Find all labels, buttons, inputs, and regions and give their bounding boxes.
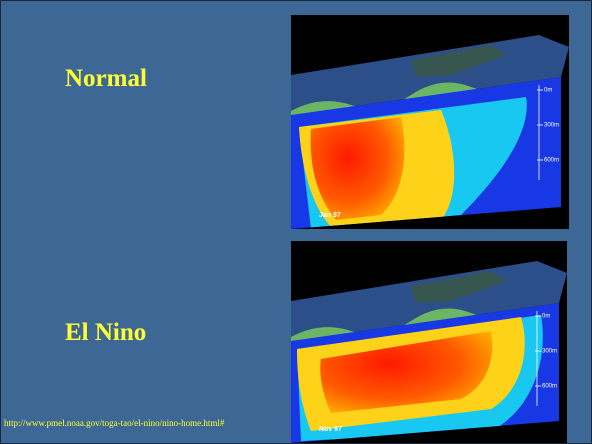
hot-layer: [320, 331, 493, 413]
depth-label: 600m: [544, 158, 559, 164]
land: [411, 271, 506, 303]
depth-label: 600m: [542, 384, 557, 390]
source-url: http://www.pmel.noaa.gov/toga-tao/el-nin…: [4, 418, 225, 428]
image-date: Jan 97: [319, 212, 341, 219]
image-date: Nov 97: [319, 426, 342, 433]
land: [411, 45, 506, 77]
depth-label: 300m: [544, 123, 559, 129]
ocean-section: [291, 77, 561, 229]
ocean-section: [291, 303, 559, 443]
ocean-image: 0m 300m 600m Nov 97: [291, 241, 567, 443]
hot-layer: [310, 117, 405, 220]
ocean-image: 0m 300m 600m Jan 97: [291, 15, 569, 229]
slide-label: El Nino: [65, 319, 147, 346]
depth-label: 300m: [542, 349, 557, 355]
depth-label: 0m: [544, 88, 552, 94]
depth-label: 0m: [542, 314, 550, 320]
slide-label: Normal: [65, 65, 147, 92]
